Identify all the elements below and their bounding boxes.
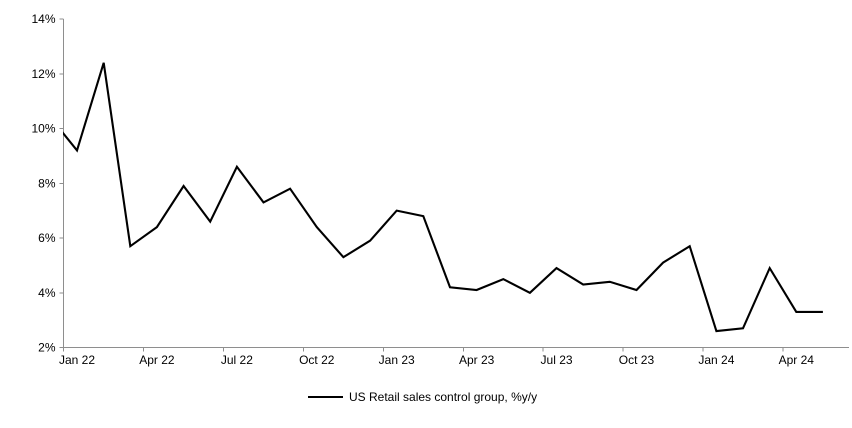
x-tick-label: Oct 23 — [619, 353, 655, 367]
y-tick-label: 12% — [31, 67, 55, 81]
x-tick-label: Jan 22 — [59, 353, 95, 367]
x-tick-label: Jan 24 — [698, 353, 734, 367]
y-tick-label: 8% — [38, 176, 56, 190]
y-tick-label: 14% — [31, 12, 55, 26]
axes — [59, 18, 849, 352]
x-tick-label: Oct 22 — [299, 353, 335, 367]
x-tick-label: Jan 23 — [379, 353, 415, 367]
x-tick-label: Apr 24 — [779, 353, 815, 367]
y-tick-label: 2% — [38, 341, 56, 355]
legend-label: US Retail sales control group, %y/y — [349, 390, 537, 404]
series-line — [63, 62, 823, 333]
x-tick-label: Jul 22 — [221, 353, 253, 367]
y-tick-label: 10% — [31, 122, 55, 136]
x-tick-label: Apr 22 — [139, 353, 175, 367]
x-tick-label: Jul 23 — [541, 353, 573, 367]
legend: US Retail sales control group, %y/y — [308, 390, 537, 404]
y-tick-label: 6% — [38, 231, 56, 245]
series — [63, 62, 823, 333]
axis-labels: 2% 4% 6% 8% 10% 12% 14% Jan 22 Apr 22 Jul 22 Oct 2… — [31, 12, 814, 367]
x-tick-label: Apr 23 — [459, 353, 495, 367]
y-tick-label: 4% — [38, 286, 56, 300]
